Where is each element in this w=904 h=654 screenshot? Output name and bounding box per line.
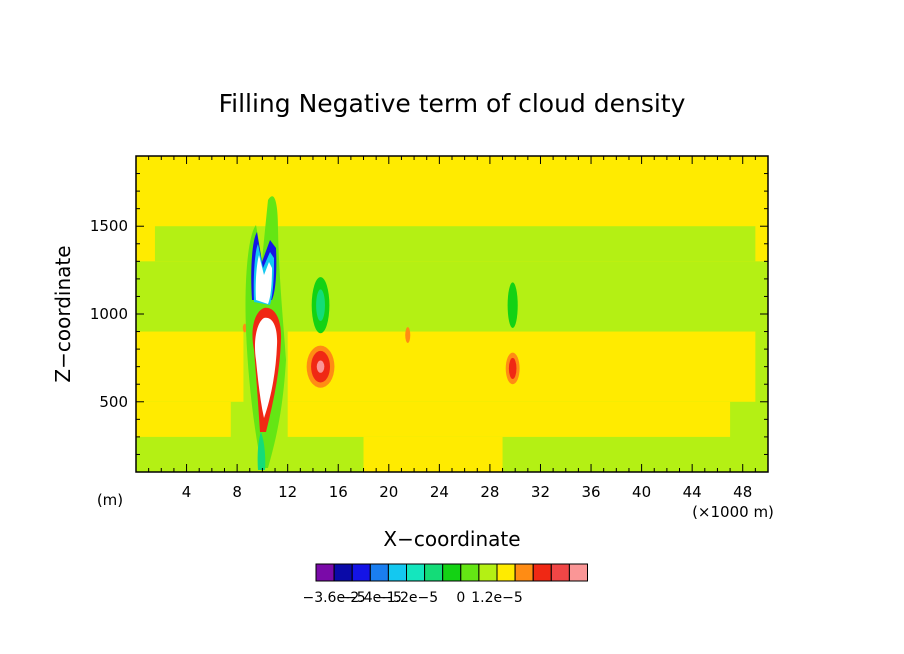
colorbar-swatch [369,563,389,582]
y-tick-label: 500 [99,393,128,411]
x-tick-label: 8 [232,483,242,501]
field-features [242,277,520,388]
y-tick-label: 1000 [90,305,128,323]
chart-title: Filling Negative term of cloud density [219,89,686,118]
colorbar-swatch [496,563,516,582]
core-anomaly [245,196,286,470]
colorbar-swatch [406,563,426,582]
colorbar-swatch [550,563,570,582]
colorbar-swatch [442,563,462,582]
x-scale-label: (×1000 m) [692,503,774,521]
y-tick-label: 1500 [90,217,128,235]
field-band-3 [136,331,244,402]
colorbar [315,563,589,582]
colorbar-labels: −3.6e−5−2.4e−5−1.2e−5 0 1.2e−5 [302,590,522,606]
x-tick-label: 24 [430,483,449,501]
x-tick-label: 44 [683,483,702,501]
colorbar-label: −3.6e−5 [302,590,365,606]
colorbar-swatch [514,563,534,582]
colorbar-swatch [460,563,480,582]
field-feature-8 [405,327,411,343]
x-tick-label: 4 [182,483,192,501]
plot-area [135,155,769,473]
colorbar-label: 1.2e−5 [471,590,523,606]
x-tick-label: 12 [278,483,297,501]
field-feature-5 [316,360,325,373]
field-band-1 [154,226,756,262]
x-tick-label: 16 [329,483,348,501]
x-tick-label: 36 [581,483,600,501]
core-anomaly-upper-white [255,255,272,304]
field-band-4 [287,331,756,402]
colorbar-label: −2.4e−5 [339,590,402,606]
colorbar-swatch [351,563,371,582]
x-tick-label: 48 [733,483,752,501]
colorbar-swatch [532,563,552,582]
field-bands [136,226,768,472]
y-tick-labels: 500 1000 1500 [90,217,128,411]
x-tick-label: 20 [379,483,398,501]
colorbar-swatch [333,563,353,582]
colorbar-swatch [478,563,498,582]
x-tick-label: 40 [632,483,651,501]
field-feature-2 [507,282,518,329]
x-tick-label: 28 [480,483,499,501]
x-unit-label: (m) [97,491,123,509]
x-tick-label: 32 [531,483,550,501]
colorbar-swatch [387,563,407,582]
axis-ticks [136,156,768,472]
y-axis-title: Z−coordinate [51,245,75,382]
field-feature-7 [508,357,517,379]
colorbar-label: 0 [456,590,465,606]
x-axis-title: X−coordinate [383,527,520,551]
colorbar-swatch [315,563,335,582]
field-band-2 [136,401,231,437]
field-band-5 [287,401,731,437]
core-anomaly-tail [257,432,266,470]
colorbar-label: −1.2e−5 [375,590,438,606]
x-tick-labels: 4 8 12 16 20 24 28 32 36 40 44 48 [182,483,752,501]
field-feature-1 [316,289,325,322]
field-feature-9 [242,323,247,333]
core-anomaly-lower-white [254,317,278,418]
colorbar-swatch [568,563,589,582]
field-band-6 [363,436,503,472]
colorbar-swatch [424,563,444,582]
